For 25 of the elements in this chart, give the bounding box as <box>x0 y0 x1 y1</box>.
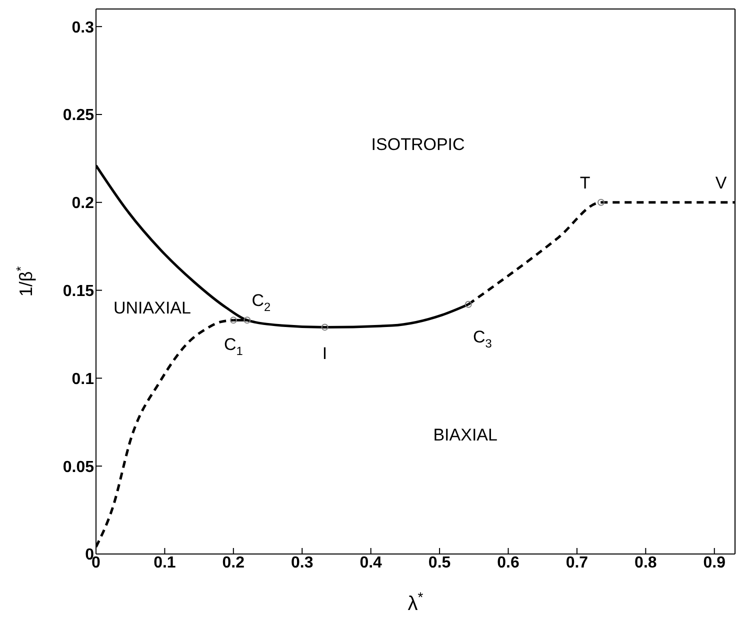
annotation: C$_{1}$ <box>224 334 244 358</box>
x-tick-label: 0.5 <box>428 554 451 572</box>
y-tick-label: 0.05 <box>62 458 94 476</box>
x-tick-label: 0.3 <box>291 554 314 572</box>
x-tick-label: 0.2 <box>222 554 245 572</box>
annotation: T <box>580 172 590 192</box>
annotation: ISOTROPIC <box>371 134 465 154</box>
annotation: C$_{3}$ <box>472 326 492 350</box>
x-tick-label: 0.4 <box>360 554 382 572</box>
annotation: I <box>322 344 328 363</box>
annotation: V <box>715 172 728 192</box>
x-tick-label: 0.1 <box>154 554 176 572</box>
x-tick-label: 0.9 <box>703 554 726 572</box>
y-tick-label: 0.15 <box>62 282 94 300</box>
annotation: UNIAXIAL <box>113 298 191 318</box>
y-tick-label: 0.2 <box>72 195 94 212</box>
x-axis-title: λ$^{*}$ <box>408 589 424 615</box>
x-tick-label: 0.8 <box>634 554 657 572</box>
annotation: BIAXIAL <box>433 425 498 444</box>
y-tick-label: 0.1 <box>72 370 94 388</box>
y-tick-label: 0.25 <box>62 107 94 124</box>
annotation: C$_{2}$ <box>252 290 271 314</box>
x-tick-label: 0.7 <box>566 554 588 572</box>
y-tick-label: 0.3 <box>72 19 94 36</box>
x-tick-label: 0.6 <box>497 554 520 572</box>
